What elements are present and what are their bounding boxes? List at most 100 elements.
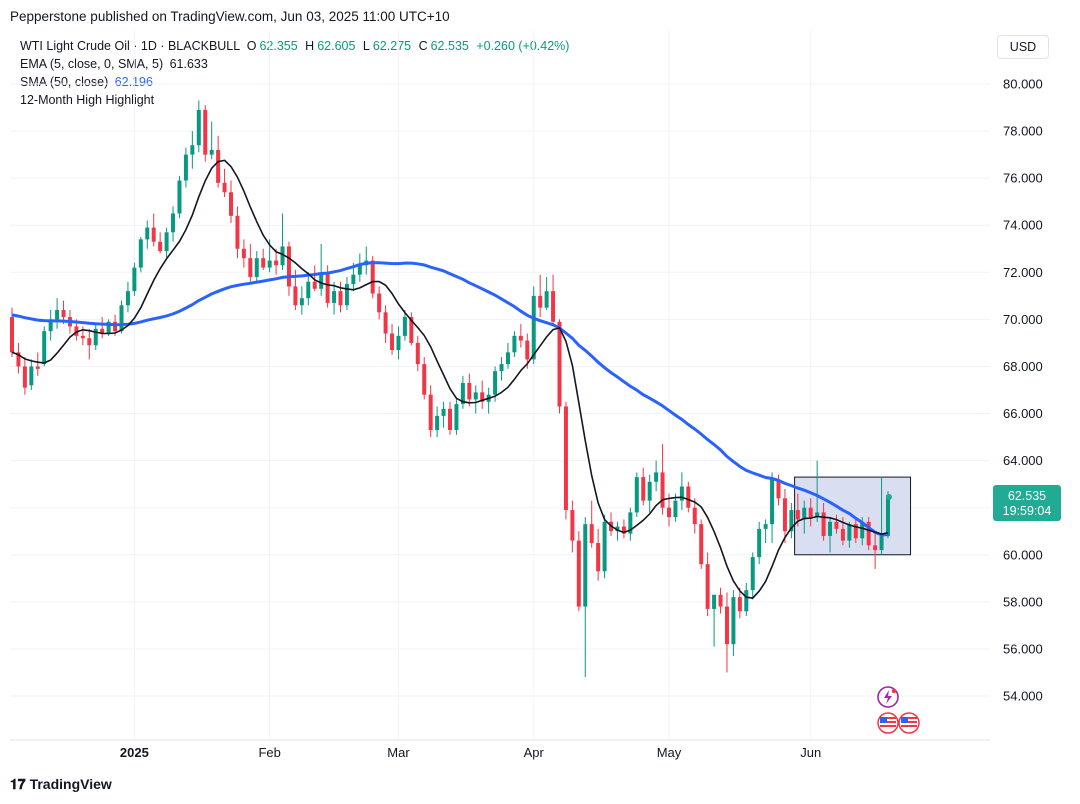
candle[interactable] [802, 500, 807, 534]
candle[interactable] [93, 324, 98, 350]
candle[interactable] [518, 324, 523, 348]
candle[interactable] [164, 227, 169, 259]
candle[interactable] [660, 444, 665, 515]
legend-ema-row[interactable]: EMA (5, close, 0, SMA, 5) 61.633 [20, 55, 573, 73]
candle[interactable] [576, 531, 581, 612]
candle[interactable] [344, 277, 349, 310]
candle[interactable] [505, 342, 510, 369]
legend-sma-row[interactable]: SMA (50, close) 62.196 [20, 73, 573, 91]
candle[interactable] [196, 100, 201, 153]
candle[interactable] [209, 121, 214, 160]
candle[interactable] [332, 281, 337, 315]
candle[interactable] [782, 488, 787, 543]
candle[interactable] [808, 498, 813, 527]
candle[interactable] [357, 253, 362, 282]
candle[interactable] [853, 519, 858, 543]
candle[interactable] [190, 131, 195, 169]
candle[interactable] [654, 460, 659, 492]
candle[interactable] [183, 147, 188, 188]
candle[interactable] [306, 272, 311, 306]
candle[interactable] [235, 206, 240, 259]
legend-ema-label[interactable]: EMA (5, close, 0, SMA, 5) [20, 57, 164, 71]
candle[interactable] [834, 514, 839, 534]
candle[interactable] [544, 277, 549, 310]
candle[interactable] [731, 590, 736, 656]
candle[interactable] [460, 375, 465, 409]
candle[interactable] [402, 309, 407, 341]
candle[interactable] [712, 594, 717, 647]
candle[interactable] [467, 373, 472, 407]
legend-symbol[interactable]: WTI Light Crude Oil · 1D · BLACKBULL [20, 39, 241, 53]
candle[interactable] [718, 587, 723, 614]
candle[interactable] [222, 168, 227, 197]
candle[interactable] [390, 324, 395, 355]
candle[interactable] [286, 241, 291, 296]
candle[interactable] [647, 474, 652, 513]
candle[interactable] [158, 232, 163, 254]
candle[interactable] [757, 521, 762, 565]
candle[interactable] [248, 244, 253, 285]
candle[interactable] [254, 251, 259, 282]
candle[interactable] [589, 500, 594, 548]
candle[interactable] [119, 300, 124, 334]
candle[interactable] [241, 239, 246, 268]
tradingview-footer[interactable]: 𝟏𝟕 TradingView [10, 776, 112, 793]
candle[interactable] [100, 317, 105, 339]
candle[interactable] [750, 552, 755, 600]
candle[interactable] [138, 237, 143, 273]
candle[interactable] [312, 265, 317, 292]
candle[interactable] [435, 406, 440, 438]
candle[interactable] [641, 467, 646, 506]
candle[interactable] [396, 326, 401, 360]
candle[interactable] [415, 335, 420, 372]
event-icons[interactable] [877, 686, 920, 734]
candle[interactable] [151, 213, 156, 247]
candle[interactable] [29, 359, 34, 390]
candle[interactable] [563, 401, 568, 520]
candle[interactable] [692, 498, 697, 534]
candle[interactable] [229, 180, 233, 223]
candle[interactable] [428, 385, 433, 438]
candle[interactable] [280, 213, 285, 270]
candle[interactable] [132, 262, 137, 296]
candle[interactable] [486, 387, 491, 414]
currency-button[interactable]: USD [997, 35, 1049, 59]
candle[interactable] [686, 481, 691, 513]
candle[interactable] [821, 502, 826, 541]
candle[interactable] [125, 281, 130, 313]
candle[interactable] [16, 342, 21, 374]
candle[interactable] [770, 472, 775, 543]
candle[interactable] [615, 521, 620, 541]
candle[interactable] [454, 397, 459, 435]
candle[interactable] [551, 274, 556, 325]
candle[interactable] [866, 517, 871, 551]
candle[interactable] [261, 248, 266, 270]
candle[interactable] [628, 507, 633, 541]
candle[interactable] [724, 592, 729, 673]
candle[interactable] [570, 500, 575, 553]
candle[interactable] [873, 533, 878, 569]
candle[interactable] [815, 460, 820, 522]
candle[interactable] [203, 105, 208, 162]
candle[interactable] [634, 472, 639, 518]
candle[interactable] [55, 298, 60, 329]
us-flag-icon[interactable] [877, 712, 899, 734]
candle[interactable] [602, 514, 607, 579]
candle[interactable] [621, 519, 626, 539]
candle[interactable] [42, 326, 47, 367]
legend-highlight-label[interactable]: 12-Month High Highlight [20, 93, 155, 107]
candle[interactable] [557, 319, 562, 414]
us-flag-icon[interactable] [898, 712, 920, 734]
candle[interactable] [299, 286, 304, 315]
candle[interactable] [274, 248, 279, 275]
candle[interactable] [705, 552, 710, 616]
candle[interactable] [737, 587, 742, 619]
candle[interactable] [847, 521, 852, 548]
candle[interactable] [828, 517, 833, 553]
candle[interactable] [744, 583, 749, 616]
price-tag[interactable]: 62.535 19:59:04 [993, 485, 1061, 521]
candle[interactable] [512, 331, 517, 358]
candle[interactable] [48, 309, 53, 341]
legend-symbol-row[interactable]: WTI Light Crude Oil · 1D · BLACKBULL O 62… [20, 37, 573, 55]
legend-sma-label[interactable]: SMA (50, close) [20, 75, 109, 89]
